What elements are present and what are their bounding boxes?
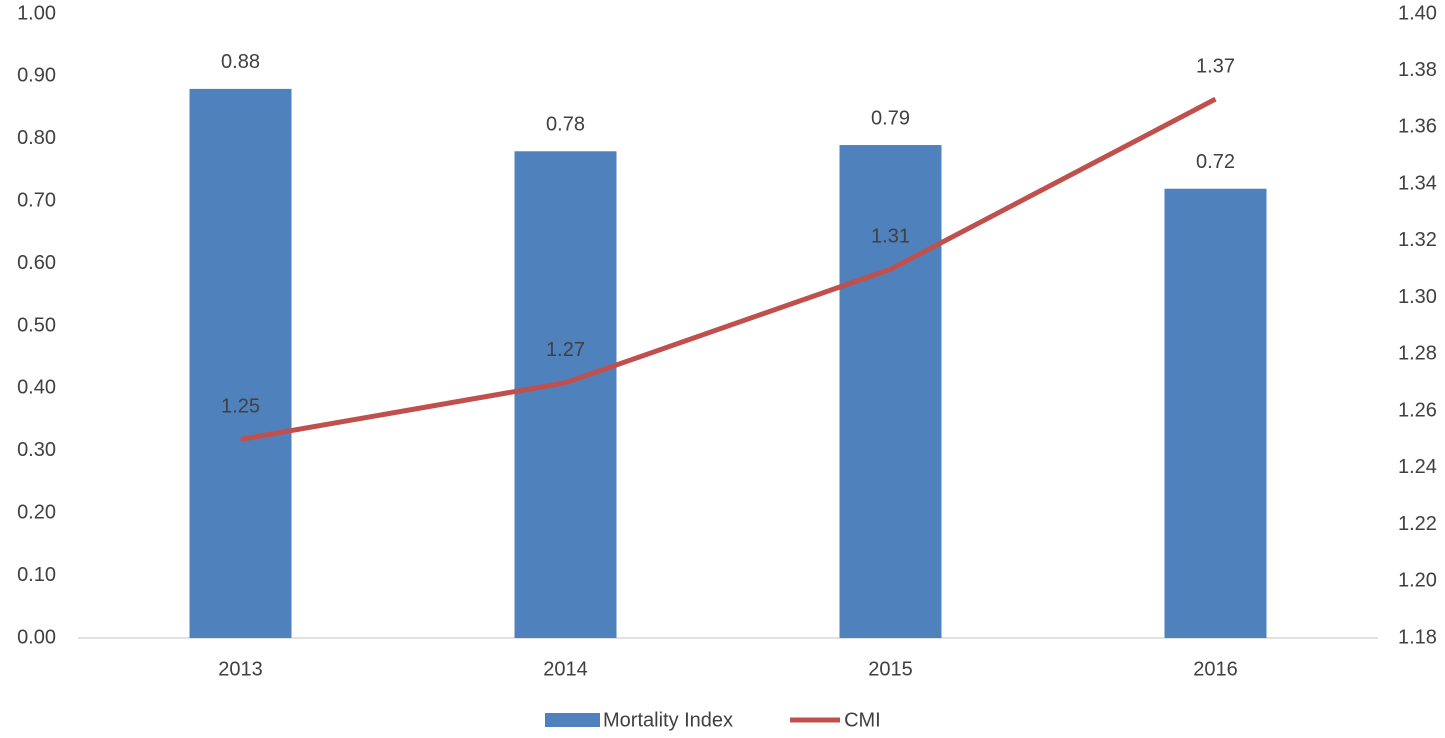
y-tick-label: 0.00 [17, 626, 56, 648]
line [240, 96, 1217, 442]
data-label: 1.25 [221, 396, 260, 418]
data-label: 0.78 [546, 114, 585, 136]
bar [514, 151, 617, 638]
data-label: 0.88 [221, 51, 260, 73]
y2-tick-label: 1.34 [1398, 172, 1437, 194]
data-label: 1.27 [546, 339, 585, 361]
y2-tick-label: 1.18 [1398, 626, 1437, 648]
y-tick-label: 0.70 [17, 189, 56, 211]
y-tick-label: 0.50 [17, 314, 56, 336]
bar [839, 145, 942, 639]
y2-tick-label: 1.40 [1398, 2, 1437, 24]
y2-tick-label: 1.32 [1398, 229, 1437, 251]
y-tick-label: 0.40 [17, 377, 56, 399]
y-tick-label: 1.00 [17, 2, 56, 24]
data-label: 1.31 [871, 226, 910, 248]
bar [1164, 188, 1267, 638]
data-label: 0.79 [871, 107, 910, 129]
data-label: 0.72 [1196, 151, 1235, 173]
data-label: 1.37 [1196, 55, 1235, 77]
y2-tick-label: 1.26 [1398, 399, 1437, 421]
y2-tick-label: 1.38 [1398, 59, 1437, 81]
legend-swatch [545, 713, 600, 727]
legend-label: Mortality Index [603, 709, 733, 731]
y-tick-label: 0.10 [17, 564, 56, 586]
y-tick-label: 0.60 [17, 252, 56, 274]
y-tick-label: 0.30 [17, 439, 56, 461]
y-tick-label: 0.20 [17, 501, 56, 523]
bar [189, 88, 292, 638]
x-tick-label: 2015 [868, 658, 913, 680]
y2-tick-label: 1.30 [1398, 286, 1437, 308]
y-tick-label: 0.80 [17, 127, 56, 149]
x-tick-label: 2014 [543, 658, 588, 680]
y-tick-label: 0.90 [17, 65, 56, 87]
x-tick-label: 2013 [218, 658, 263, 680]
y2-tick-label: 1.22 [1398, 513, 1437, 535]
y2-tick-label: 1.24 [1398, 456, 1437, 478]
legend-label: CMI [844, 709, 881, 731]
y2-tick-label: 1.28 [1398, 343, 1437, 365]
y2-tick-label: 1.36 [1398, 116, 1437, 138]
y2-tick-label: 1.20 [1398, 570, 1437, 592]
x-tick-label: 2016 [1193, 658, 1238, 680]
